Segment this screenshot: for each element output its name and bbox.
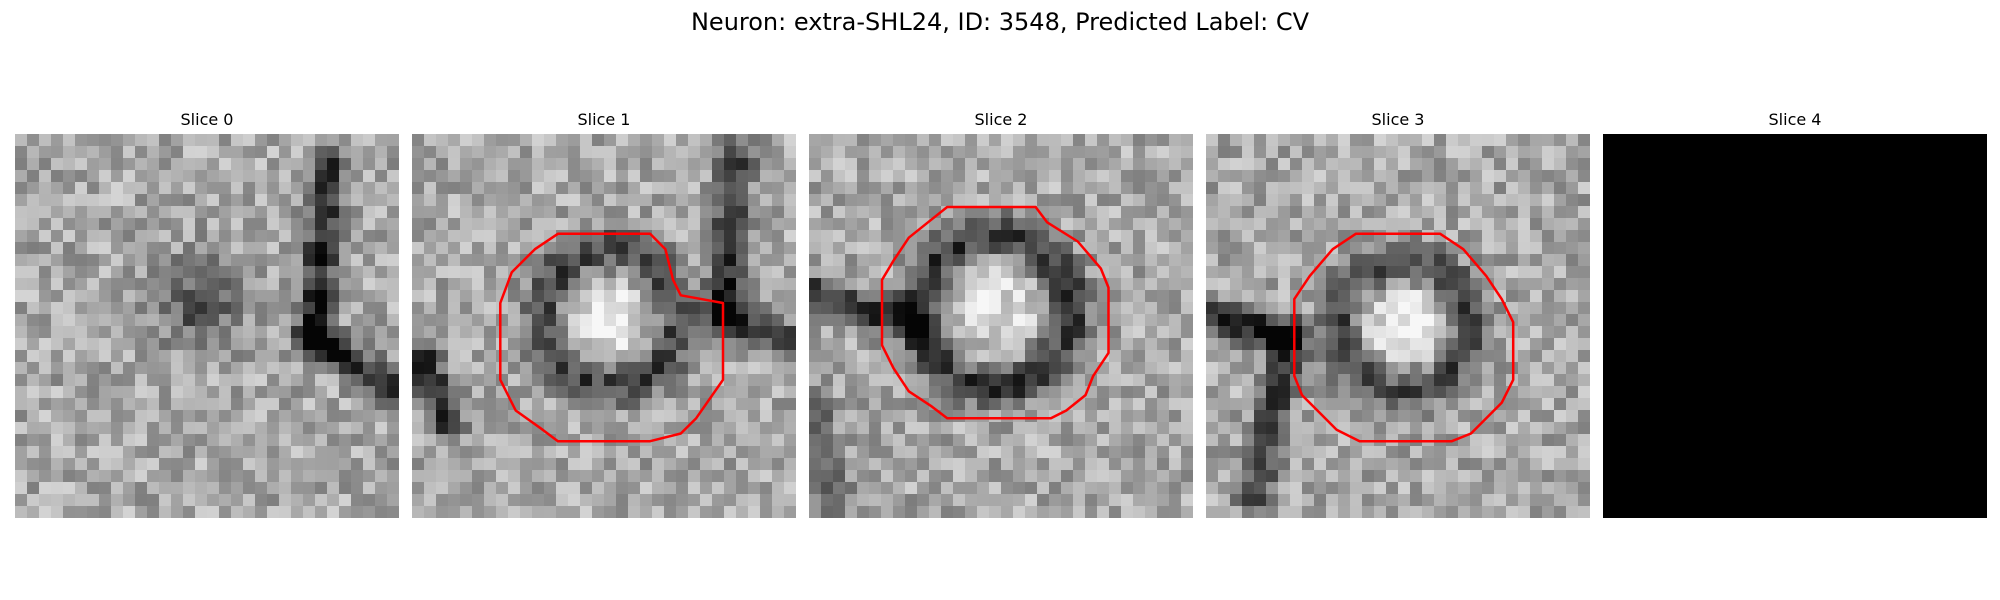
- slice-pixel-grid: [15, 134, 399, 518]
- neuron-contour: [499, 232, 725, 443]
- slice-pixel-grid: [809, 134, 1193, 518]
- neuron-contour: [880, 205, 1110, 420]
- figure-title: Neuron: extra-SHL24, ID: 3548, Predicted…: [690, 8, 1310, 36]
- slice-panel-4: Slice 4: [1603, 108, 1987, 518]
- slice-pixel-grid: [1603, 134, 1987, 518]
- blank-slice-fill: [1603, 134, 1987, 518]
- slice-title: Slice 3: [1371, 110, 1425, 129]
- slice-title: Slice 4: [1768, 110, 1822, 129]
- slice-title: Slice 0: [180, 110, 234, 129]
- slice-title: Slice 2: [974, 110, 1028, 129]
- slice-image: [809, 134, 1193, 518]
- slice-image: [1603, 134, 1987, 518]
- slice-image: [15, 134, 399, 518]
- slice-panel-3: Slice 3: [1206, 108, 1590, 518]
- neuron-contour: [1293, 232, 1515, 443]
- slice-title: Slice 1: [577, 110, 631, 129]
- slice-image: [1206, 134, 1590, 518]
- slice-panel-2: Slice 2: [809, 108, 1193, 518]
- slice-panel-0: Slice 0: [15, 108, 399, 518]
- slice-panel-1: Slice 1: [412, 108, 796, 518]
- slice-pixel-grid: [1206, 134, 1590, 518]
- slice-image: [412, 134, 796, 518]
- slice-pixel-grid: [412, 134, 796, 518]
